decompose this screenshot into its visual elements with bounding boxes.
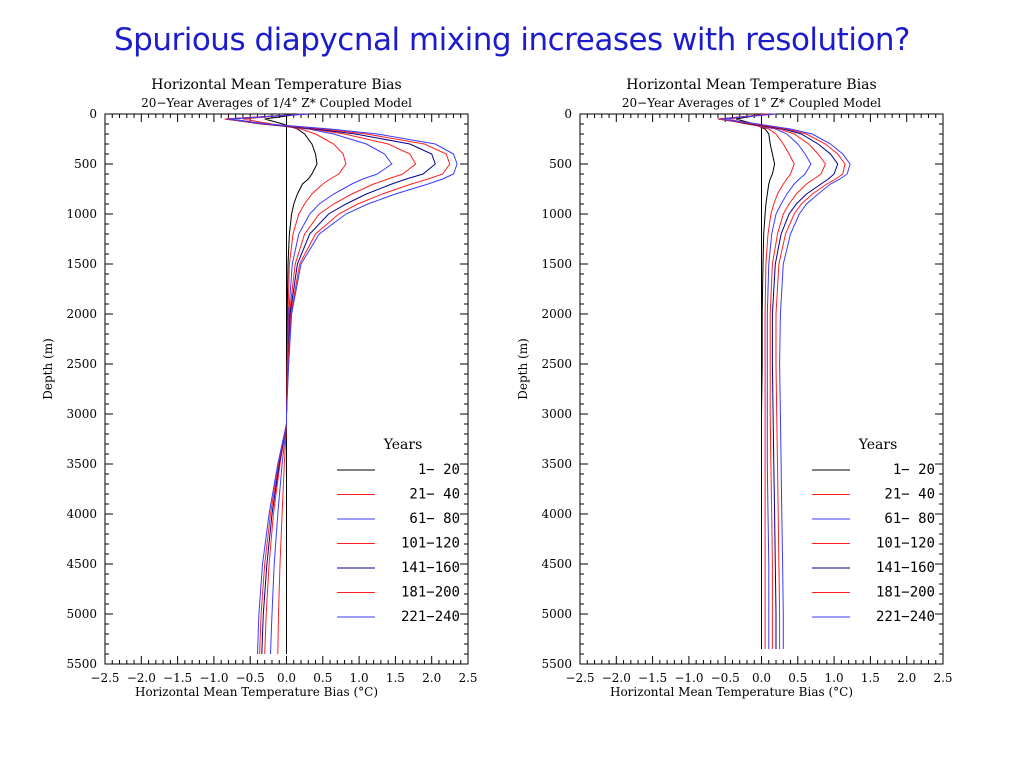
series-line-6 [721,113,851,649]
series-line-1 [242,113,347,655]
x-tick-label: 0.5 [788,671,807,685]
y-tick-label: 1500 [66,257,97,271]
y-tick-label: 2000 [66,307,97,321]
x-tick-label: −0.5 [236,671,265,685]
chart-subtitle: 20−Year Averages of 1° Z* Coupled Model [622,96,881,110]
x-tick-label: 0.5 [313,671,332,685]
x-axis-title: Horizontal Mean Temperature Bias (°C) [135,685,378,699]
x-tick-label: 2.5 [458,671,477,685]
legend-label: 141−160 [876,560,935,576]
y-axis-title: Depth (m) [41,338,55,400]
y-tick-label: 5000 [541,607,572,621]
y-tick-label: 2500 [66,357,97,371]
legend-label: 1− 20 [418,462,460,478]
chart-title: Horizontal Mean Temperature Bias [151,77,401,93]
legend-label: 1− 20 [893,462,935,478]
y-tick-label: 4500 [66,557,97,571]
legend-label: 221−240 [876,609,935,625]
y-tick-label: 4000 [541,507,572,521]
series-line-3 [721,113,826,649]
legend-label: 21− 40 [409,487,460,503]
x-tick-label: −1.0 [199,671,228,685]
series-line-2 [725,113,812,649]
y-tick-label: 4000 [66,507,97,521]
y-tick-label: 500 [74,157,97,171]
plot-area: Horizontal Mean Temperature Bias 20−Year … [516,77,953,699]
x-tick-label: 0.0 [277,671,296,685]
slide-title: Spurious diapycnal mixing increases with… [113,22,911,58]
series-line-5 [224,113,451,655]
y-tick-label: 0 [564,107,572,121]
legend-label: 101−120 [876,536,935,552]
x-tick-label: −2.5 [90,671,119,685]
x-tick-label: −1.5 [163,671,192,685]
y-tick-label: 5000 [66,607,97,621]
chart-title: Horizontal Mean Temperature Bias [626,77,876,93]
y-tick-label: 3000 [66,407,97,421]
y-tick-label: 1500 [541,257,572,271]
y-tick-label: 1000 [66,207,97,221]
legend-label: 61− 80 [409,511,460,527]
series-line-2 [232,113,393,655]
chart-right-one-degree: Horizontal Mean Temperature Bias 20−Year … [516,77,953,699]
y-tick-label: 4500 [541,557,572,571]
y-tick-label: 3500 [66,457,97,471]
series-line-0 [735,113,776,649]
legend-label: 181−200 [401,585,460,601]
series-line-5 [717,113,846,649]
x-tick-label: 0.0 [752,671,771,685]
x-tick-label: −1.0 [674,671,703,685]
x-tick-label: 2.5 [933,671,952,685]
x-tick-label: −0.5 [711,671,740,685]
x-tick-label: 1.0 [825,671,844,685]
legend-label: 181−200 [876,585,935,601]
series-line-1 [728,113,795,649]
x-tick-label: 2.0 [422,671,441,685]
y-tick-label: 2500 [541,357,572,371]
chart-left-quarter-degree: Horizontal Mean Temperature Bias 20−Year … [41,77,478,699]
plot-area: Horizontal Mean Temperature Bias 20−Year … [41,77,478,699]
x-tick-label: 1.5 [861,671,880,685]
series-line-4 [717,113,839,649]
x-tick-label: −2.0 [602,671,631,685]
legend-title: Years [383,437,423,453]
x-tick-label: −2.5 [565,671,594,685]
y-tick-label: 2000 [541,307,572,321]
legend-label: 101−120 [401,536,460,552]
y-tick-label: 3500 [541,457,572,471]
series-line-6 [228,113,458,655]
x-tick-label: 1.5 [386,671,405,685]
x-axis-title: Horizontal Mean Temperature Bias (°C) [610,685,853,699]
x-tick-label: −1.5 [638,671,667,685]
series-line-0 [264,113,318,654]
x-tick-label: 1.0 [350,671,369,685]
legend-label: 21− 40 [884,487,935,503]
chart-subtitle: 20−Year Averages of 1/4° Z* Coupled Mode… [141,96,412,110]
x-tick-label: 2.0 [897,671,916,685]
y-tick-label: 5500 [66,657,97,671]
y-tick-label: 500 [549,157,572,171]
y-tick-label: 3000 [541,407,572,421]
legend-label: 221−240 [401,609,460,625]
series-line-3 [228,113,417,655]
y-tick-label: 5500 [541,657,572,671]
y-tick-label: 1000 [541,207,572,221]
legend-title: Years [858,437,898,453]
legend-label: 61− 80 [884,511,935,527]
legend-label: 141−160 [401,560,460,576]
y-tick-label: 0 [89,107,97,121]
series-line-4 [224,113,436,655]
y-axis-title: Depth (m) [516,338,530,400]
x-tick-label: −2.0 [127,671,156,685]
